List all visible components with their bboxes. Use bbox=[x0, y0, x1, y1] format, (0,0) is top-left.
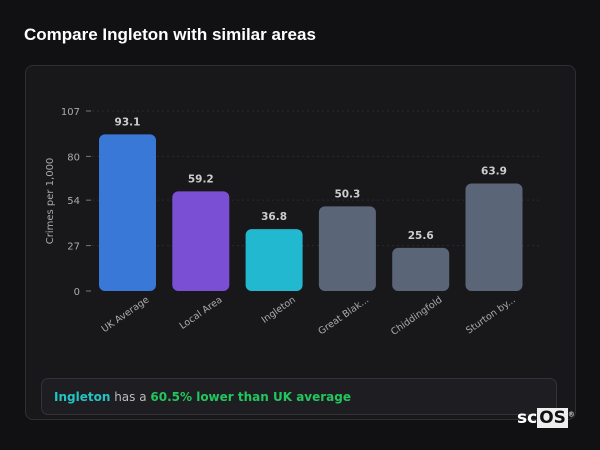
y-tick-label: 80 bbox=[67, 152, 80, 163]
x-tick-label: Chiddingfold bbox=[389, 294, 444, 337]
bar bbox=[245, 229, 303, 291]
data-label: 36.8 bbox=[261, 211, 287, 223]
summary-box: Ingleton has a 60.5% lower than UK avera… bbox=[41, 378, 557, 415]
bar bbox=[99, 134, 156, 291]
y-tick-label: 54 bbox=[67, 196, 80, 207]
x-tick-label: Sturton by... bbox=[464, 294, 518, 336]
x-tick-label: UK Average bbox=[100, 294, 152, 335]
summary-place: Ingleton bbox=[54, 390, 111, 404]
page-title: Compare Ingleton with similar areas bbox=[24, 25, 316, 44]
bar bbox=[465, 183, 523, 291]
bar bbox=[318, 206, 376, 291]
x-tick-label: Great Blak... bbox=[316, 294, 371, 337]
data-label: 93.1 bbox=[115, 116, 141, 128]
data-label: 63.9 bbox=[481, 166, 507, 178]
data-label: 25.6 bbox=[408, 230, 434, 242]
data-label: 59.2 bbox=[188, 173, 214, 185]
y-tick-label: 0 bbox=[74, 287, 80, 298]
bar bbox=[392, 247, 450, 291]
summary-text: has a bbox=[110, 390, 151, 404]
summary-highlight: 60.5% lower than UK average bbox=[150, 390, 351, 404]
x-tick-label: Local Area bbox=[178, 294, 225, 331]
y-tick-label: 27 bbox=[67, 242, 80, 253]
data-label: 50.3 bbox=[334, 188, 360, 200]
bar bbox=[172, 191, 230, 291]
y-tick-label: 107 bbox=[61, 107, 80, 118]
x-tick-label: Ingleton bbox=[260, 294, 298, 325]
y-axis-label: Crimes per 1,000 bbox=[45, 158, 56, 245]
scos-logo: sc OS ® bbox=[517, 408, 575, 428]
